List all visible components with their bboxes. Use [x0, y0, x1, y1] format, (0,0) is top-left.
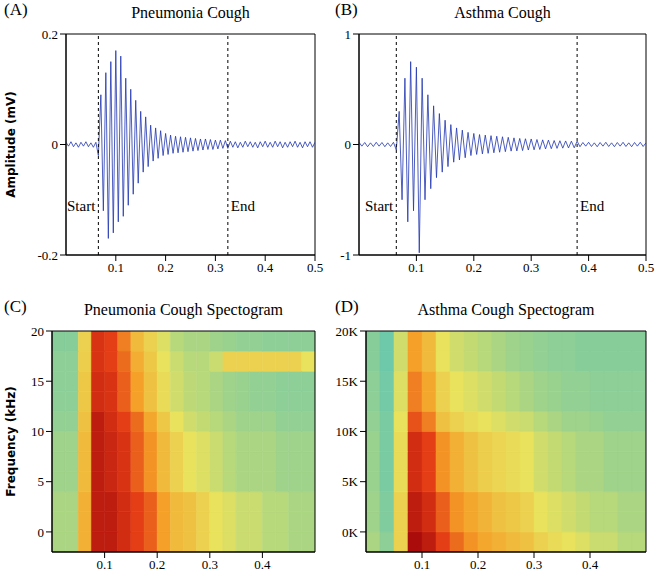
- svg-text:15K: 15K: [336, 374, 359, 389]
- svg-text:0: 0: [345, 137, 352, 152]
- html-text:Asthma Cough Spectogram: Asthma Cough Spectogram: [417, 301, 595, 318]
- svg-text:End: End: [580, 198, 605, 214]
- svg-text:0.4: 0.4: [580, 260, 597, 275]
- svg-text:Amplitude (mV): Amplitude (mV): [4, 91, 18, 198]
- svg-text:End: End: [231, 198, 256, 214]
- svg-text:-1: -1: [340, 248, 351, 263]
- svg-text:0.5: 0.5: [638, 260, 654, 275]
- svg-text:10: 10: [31, 424, 44, 439]
- svg-text:-0.2: -0.2: [37, 248, 58, 263]
- svg-text:0.4: 0.4: [257, 260, 274, 275]
- svg-text:0.2: 0.2: [42, 28, 58, 42]
- html-text:(A): (A): [4, 0, 28, 19]
- svg-text:0.3: 0.3: [207, 260, 223, 275]
- html-text:Pneumonia Cough Spectogram: Pneumonia Cough Spectogram: [84, 301, 283, 318]
- svg-text:0.2: 0.2: [149, 557, 165, 572]
- svg-text:Start: Start: [67, 198, 96, 214]
- svg-text:0.2: 0.2: [157, 260, 173, 275]
- svg-text:0K: 0K: [342, 525, 359, 540]
- svg-text:0.2: 0.2: [466, 260, 482, 275]
- svg-text:0.5: 0.5: [307, 260, 323, 275]
- html-text:Pneumonia Cough: Pneumonia Cough: [131, 4, 250, 21]
- svg-text:0.4: 0.4: [582, 557, 599, 572]
- html-text:Asthma Cough: Asthma Cough: [454, 4, 551, 21]
- svg-text:0.3: 0.3: [523, 260, 539, 275]
- svg-text:0.1: 0.1: [108, 260, 124, 275]
- svg-text:0.2: 0.2: [470, 557, 486, 572]
- html-text:(B): (B): [335, 0, 358, 19]
- svg-text:0.4: 0.4: [254, 557, 271, 572]
- svg-text:0: 0: [52, 137, 59, 152]
- svg-text:15: 15: [31, 374, 44, 389]
- svg-text:1: 1: [345, 28, 352, 42]
- svg-text:Start: Start: [365, 198, 394, 214]
- html-text:(C): (C): [4, 297, 27, 316]
- svg-text:0.1: 0.1: [408, 260, 424, 275]
- svg-text:5: 5: [38, 474, 45, 489]
- svg-text:0.3: 0.3: [526, 557, 542, 572]
- svg-text:10K: 10K: [336, 424, 359, 439]
- svg-text:Frequency (kHz): Frequency (kHz): [4, 386, 18, 496]
- svg-text:0.1: 0.1: [414, 557, 430, 572]
- html-text:(D): (D): [335, 297, 359, 316]
- svg-text:0: 0: [38, 525, 45, 540]
- svg-text:0.3: 0.3: [202, 557, 218, 572]
- svg-text:5K: 5K: [342, 474, 359, 489]
- svg-text:20K: 20K: [336, 325, 359, 339]
- svg-text:20: 20: [31, 325, 44, 339]
- svg-text:0.1: 0.1: [96, 557, 112, 572]
